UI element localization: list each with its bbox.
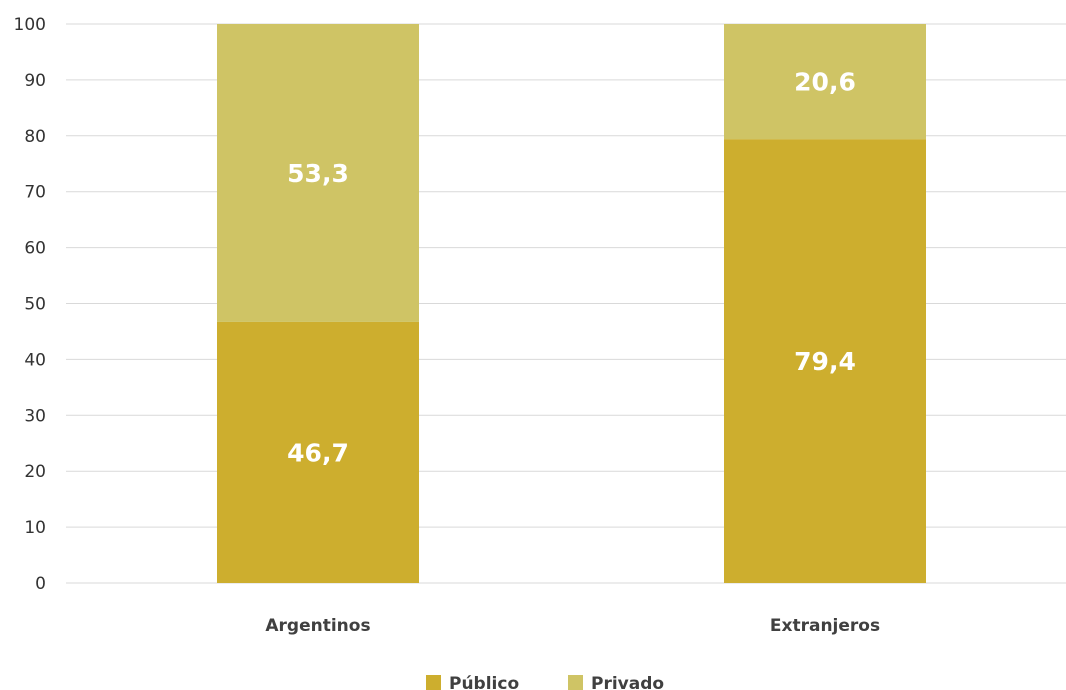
data-label-argentinos-1: 53,3 — [287, 159, 349, 188]
data-label-argentinos-0: 46,7 — [287, 438, 349, 467]
y-tick-label-70: 70 — [24, 183, 46, 203]
data-labels: 46,7 53,3 79,4 20,6 — [287, 68, 856, 468]
bars — [217, 24, 926, 584]
y-tick-label-100: 100 — [14, 15, 46, 35]
y-tick-label-80: 80 — [24, 127, 46, 147]
legend-label-1: Privado — [591, 674, 664, 690]
y-tick-label-50: 50 — [24, 295, 46, 315]
y-tick-label-90: 90 — [24, 71, 46, 91]
bar-argentinos-privado — [217, 24, 419, 322]
y-tick-label-10: 10 — [24, 518, 46, 538]
y-tick-label-60: 60 — [24, 239, 46, 259]
y-axis-tick-labels: 0 10 20 30 40 50 60 70 80 90 100 — [14, 15, 46, 594]
category-label-extranjeros: Extranjeros — [770, 616, 880, 636]
bar-extranjeros-publico — [724, 139, 926, 584]
data-label-extranjeros-1: 20,6 — [794, 68, 856, 97]
data-label-extranjeros-0: 79,4 — [794, 347, 856, 376]
category-label-argentinos: Argentinos — [265, 616, 370, 636]
x-axis-category-labels: Argentinos Extranjeros — [265, 616, 880, 636]
y-tick-label-30: 30 — [24, 406, 46, 426]
bar-extranjeros-privado — [724, 24, 926, 140]
bar-argentinos-publico — [217, 321, 419, 583]
y-tick-label-40: 40 — [24, 350, 46, 370]
y-tick-label-20: 20 — [24, 462, 46, 482]
legend-swatch-1 — [568, 675, 583, 690]
legend: Público Privado — [426, 674, 664, 690]
legend-swatch-0 — [426, 675, 441, 690]
y-tick-label-0: 0 — [35, 574, 46, 594]
legend-label-0: Público — [449, 674, 519, 690]
